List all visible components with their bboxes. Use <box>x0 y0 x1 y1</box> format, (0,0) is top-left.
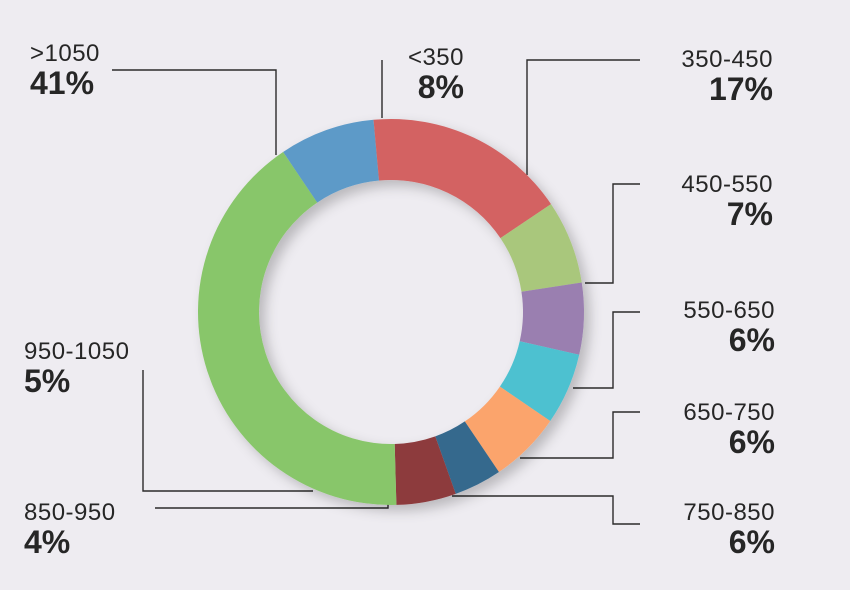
category-label: 550-650 <box>683 297 775 324</box>
donut-slice <box>283 119 380 203</box>
slice-label: 450-550 7% <box>681 171 773 232</box>
leader-line <box>520 411 640 459</box>
donut-slice <box>519 282 584 355</box>
leader-line <box>585 183 640 284</box>
percent-label: 6% <box>728 524 775 560</box>
category-label: 350-450 <box>681 46 773 73</box>
donut-slice <box>499 341 580 422</box>
category-label: <350 <box>407 44 464 71</box>
category-label: 450-550 <box>681 171 773 198</box>
slice-label: 750-850 6% <box>683 499 775 560</box>
slice-label: 550-650 6% <box>683 297 775 358</box>
leader-line <box>452 495 640 525</box>
slice-label: 850-950 4% <box>24 499 116 560</box>
donut-slice <box>197 151 397 506</box>
percent-label: 7% <box>726 196 773 232</box>
donut-slice <box>464 386 551 473</box>
category-label: 950-1050 <box>24 338 130 365</box>
percent-label: 5% <box>24 363 71 399</box>
percent-label: 6% <box>728 424 775 460</box>
percent-label: 8% <box>417 69 464 105</box>
slice-label: >1050 41% <box>30 40 100 101</box>
category-label: >1050 <box>30 40 100 67</box>
slice-label: 950-1050 5% <box>24 338 130 399</box>
category-label: 650-750 <box>683 399 775 426</box>
donut-slice <box>500 204 582 292</box>
donut-slice <box>394 436 456 505</box>
leader-line <box>526 59 640 175</box>
category-label: 850-950 <box>24 499 116 526</box>
percent-label: 17% <box>708 71 773 107</box>
slice-label: 650-750 6% <box>683 399 775 460</box>
slice-label: <350 8% <box>407 44 464 105</box>
category-label: 750-850 <box>683 499 775 526</box>
percent-label: 6% <box>728 322 775 358</box>
donut-slices <box>197 119 584 506</box>
slice-label: 350-450 17% <box>681 46 773 107</box>
leader-line <box>112 69 277 155</box>
leader-line <box>573 311 640 389</box>
donut-slice <box>435 421 499 494</box>
leader-line <box>155 502 389 509</box>
percent-label: 4% <box>24 524 71 560</box>
donut-slice <box>373 119 552 239</box>
leader-line <box>142 370 313 492</box>
leader-lines <box>112 59 640 525</box>
percent-label: 41% <box>30 65 95 101</box>
